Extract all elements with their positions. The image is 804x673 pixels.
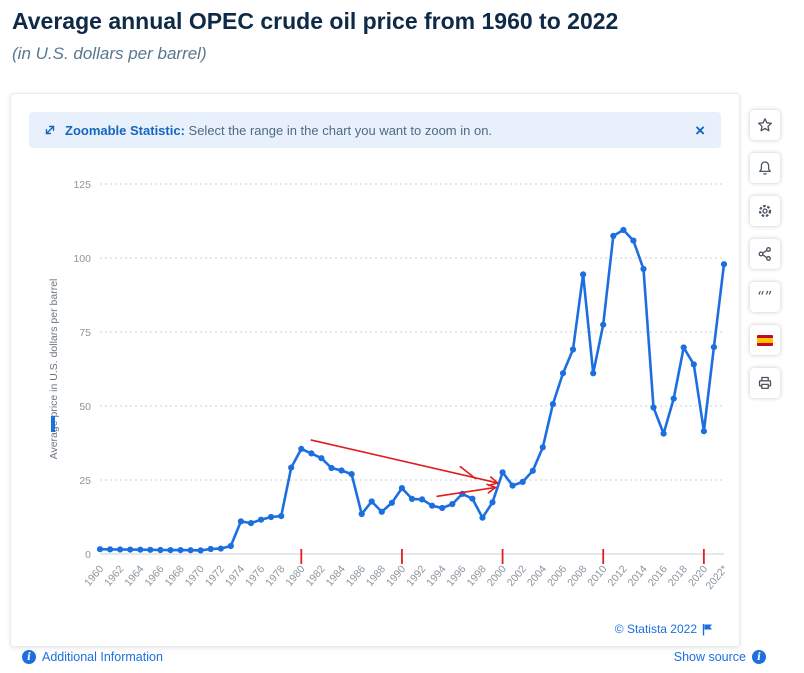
svg-text:1984: 1984 xyxy=(324,563,348,589)
toolbar: “” xyxy=(750,110,780,398)
chart-card: Zoomable Statistic: Select the range in … xyxy=(10,93,740,647)
additional-information-label: Additional Information xyxy=(42,650,163,664)
svg-text:2000: 2000 xyxy=(485,563,509,589)
info-icon: i xyxy=(752,650,766,664)
svg-text:25: 25 xyxy=(79,475,91,487)
svg-text:2014: 2014 xyxy=(626,563,650,589)
spain-flag-icon xyxy=(757,334,773,346)
svg-text:2022*: 2022* xyxy=(703,563,730,592)
svg-text:2008: 2008 xyxy=(565,563,589,589)
svg-text:2004: 2004 xyxy=(525,563,549,589)
print-button[interactable] xyxy=(750,368,780,398)
quote-icon: “” xyxy=(757,289,773,305)
svg-text:1962: 1962 xyxy=(102,563,126,589)
svg-text:1972: 1972 xyxy=(203,563,227,589)
svg-text:125: 125 xyxy=(73,179,91,191)
favorite-button[interactable] xyxy=(750,110,780,140)
svg-text:2006: 2006 xyxy=(545,563,569,589)
opec-price-line-chart[interactable]: 0255075100125196019621964196619681970197… xyxy=(11,156,739,634)
svg-text:1964: 1964 xyxy=(122,563,146,589)
statista-credit-label: © Statista 2022 xyxy=(614,622,697,636)
share-button[interactable] xyxy=(750,239,780,269)
svg-text:1974: 1974 xyxy=(223,563,247,589)
banner-label: Zoomable Statistic: xyxy=(65,122,185,138)
show-source-label: Show source xyxy=(673,650,746,664)
settings-button[interactable] xyxy=(750,196,780,226)
svg-text:1982: 1982 xyxy=(303,563,327,589)
svg-text:1980: 1980 xyxy=(283,563,307,589)
page-subtitle: (in U.S. dollars per barrel) xyxy=(12,44,207,63)
star-icon xyxy=(757,117,773,133)
banner-close-button[interactable]: × xyxy=(695,120,705,140)
page-title: Average annual OPEC crude oil price from… xyxy=(12,8,619,34)
svg-text:1992: 1992 xyxy=(404,563,428,589)
svg-text:1966: 1966 xyxy=(142,563,166,589)
gear-icon xyxy=(757,203,773,219)
svg-text:“”: “” xyxy=(757,289,772,305)
svg-text:1960: 1960 xyxy=(82,563,106,589)
banner-text: Select the range in the chart you want t… xyxy=(184,122,493,138)
svg-text:1990: 1990 xyxy=(384,563,408,589)
svg-text:1970: 1970 xyxy=(183,563,207,589)
print-icon xyxy=(757,375,773,391)
svg-text:0: 0 xyxy=(85,549,91,561)
svg-text:Average price in U.S. dollars: Average price in U.S. dollars per barrel xyxy=(48,279,60,460)
svg-text:50: 50 xyxy=(79,401,91,413)
share-icon xyxy=(757,246,773,262)
svg-text:2016: 2016 xyxy=(646,563,670,589)
bell-icon xyxy=(757,160,773,176)
svg-text:1994: 1994 xyxy=(424,563,448,589)
alerts-button[interactable] xyxy=(750,153,780,183)
zoom-banner: Zoomable Statistic: Select the range in … xyxy=(29,112,721,148)
svg-text:1978: 1978 xyxy=(263,563,287,589)
footer: i Additional Information Show source i xyxy=(22,650,766,664)
statista-credit[interactable]: © Statista 2022 xyxy=(615,622,713,636)
language-button[interactable] xyxy=(750,325,780,355)
svg-text:2018: 2018 xyxy=(666,563,690,589)
svg-text:1988: 1988 xyxy=(364,563,388,589)
svg-text:100: 100 xyxy=(73,253,91,265)
additional-information-link[interactable]: i Additional Information xyxy=(22,650,163,664)
svg-text:1976: 1976 xyxy=(243,563,267,589)
svg-text:2012: 2012 xyxy=(605,563,629,589)
svg-text:1986: 1986 xyxy=(344,563,368,589)
svg-text:1996: 1996 xyxy=(444,563,468,589)
svg-text:2010: 2010 xyxy=(585,563,609,589)
svg-text:75: 75 xyxy=(79,327,91,339)
info-icon: i xyxy=(22,650,36,664)
statista-flag-icon xyxy=(702,623,713,636)
svg-text:1968: 1968 xyxy=(163,563,187,589)
zoom-diagonal-icon xyxy=(43,123,57,137)
cite-button[interactable]: “” xyxy=(750,282,780,312)
svg-text:2002: 2002 xyxy=(505,563,529,589)
svg-text:1998: 1998 xyxy=(465,563,489,589)
show-source-link[interactable]: Show source i xyxy=(674,650,766,664)
